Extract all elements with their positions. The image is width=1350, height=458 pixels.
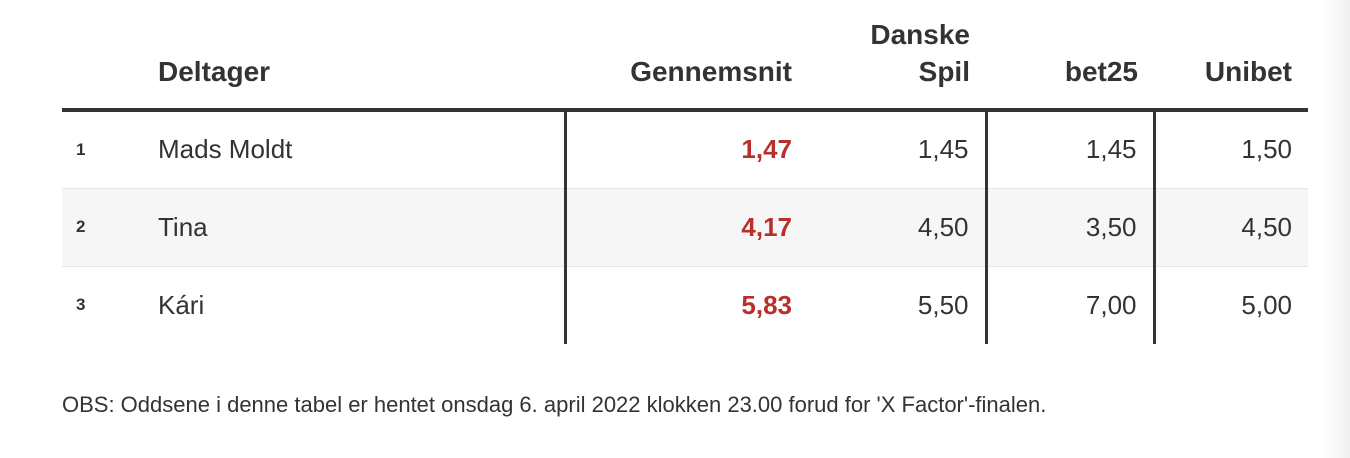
table-row: 2 Tina 4,17 4,50 3,50 4,50 — [62, 188, 1308, 266]
row-bet25: 7,00 — [984, 266, 1154, 344]
row-bet25: 1,45 — [984, 110, 1154, 188]
header-unibet: Unibet — [1154, 0, 1308, 112]
header-danske-spil: Danske Spil — [808, 0, 986, 112]
row-name: Mads Moldt — [158, 134, 293, 165]
table-row: 3 Kári 5,83 5,50 7,00 5,00 — [62, 266, 1308, 344]
table-row: 1 Mads Moldt 1,47 1,45 1,45 1,50 — [62, 110, 1308, 188]
row-rank: 1 — [76, 139, 86, 159]
row-bet25: 3,50 — [984, 188, 1154, 266]
row-danske-spil: 4,50 — [808, 188, 986, 266]
header-deltager: Deltager — [158, 0, 565, 112]
row-rank: 3 — [76, 295, 86, 315]
row-rank: 2 — [62, 188, 158, 266]
row-danske-spil: 5,50 — [917, 289, 969, 320]
row-average: 1,47 — [563, 110, 808, 188]
odds-table: Deltager Gennemsnit Danske Spil bet25 Uni… — [62, 0, 1308, 344]
row-name: Kári — [158, 289, 205, 320]
row-average: 5,83 — [563, 266, 808, 344]
row-unibet: 1,50 — [1152, 110, 1308, 188]
header-danske-spil-line1: Danske — [870, 19, 970, 50]
header-bet25: bet25 — [986, 0, 1154, 112]
header-gennemsnit: Gennemsnit — [565, 0, 808, 112]
table-body: 1 Mads Moldt 1,47 1,45 1,45 1,50 2 Tina … — [62, 110, 1308, 344]
table-header: Deltager Gennemsnit Danske Spil bet25 Uni… — [62, 0, 1308, 112]
header-danske-spil-line2: Spil — [918, 56, 970, 87]
row-danske-spil: 1,45 — [917, 134, 969, 165]
row-name: Tina — [158, 188, 565, 266]
row-unibet: 5,00 — [1152, 266, 1308, 344]
footnote: OBS: Oddsene i denne tabel er hentet ons… — [62, 392, 1047, 417]
header-rank — [62, 0, 158, 112]
row-unibet: 4,50 — [1152, 188, 1308, 266]
row-average: 4,17 — [563, 188, 808, 266]
edge-shadow — [1322, 0, 1350, 458]
header-row: Deltager Gennemsnit Danske Spil bet25 Uni… — [62, 0, 1308, 112]
